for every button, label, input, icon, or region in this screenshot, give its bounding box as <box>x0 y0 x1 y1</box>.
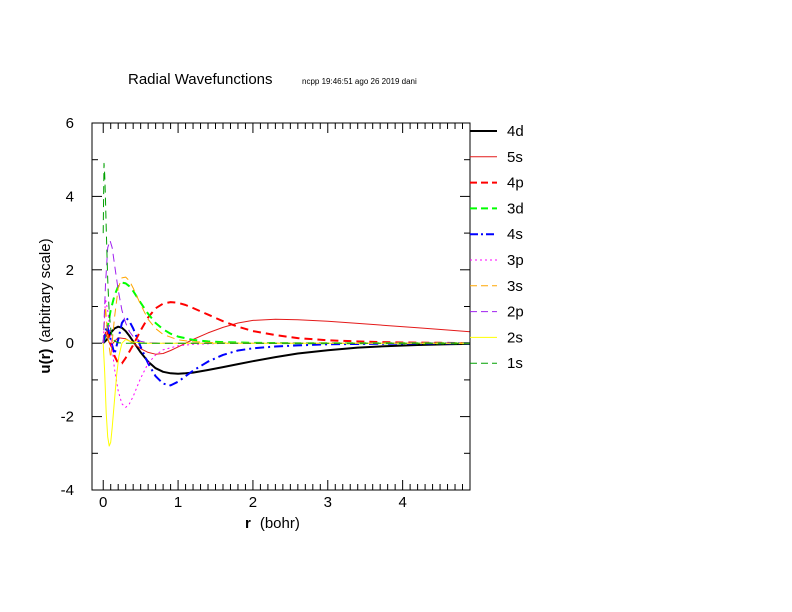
x-axis-label: r (bohr) <box>245 515 300 532</box>
legend-label-2p: 2p <box>507 304 524 321</box>
x-tick-label: 1 <box>174 494 182 511</box>
series-line-4d <box>102 325 471 375</box>
legend-label-3p: 3p <box>507 252 524 269</box>
series-line-3d <box>102 281 470 345</box>
x-tick-label: 3 <box>324 494 332 511</box>
series-line-3p <box>102 298 470 408</box>
series-line-4s <box>102 316 471 387</box>
y-tick-labels: -4 -2 0 2 4 6 <box>61 115 74 499</box>
y-tick-label: 6 <box>66 115 74 132</box>
series-line-2s <box>102 339 470 447</box>
axis-ticks <box>92 122 471 491</box>
legend-label-2s: 2s <box>507 329 523 346</box>
legend-label-4d: 4d <box>507 123 524 140</box>
legend-label-1s: 1s <box>507 355 523 372</box>
y-tick-label: -2 <box>61 409 74 426</box>
plot-frame <box>91 122 471 491</box>
y-axis-symbol: u(r) <box>37 349 54 374</box>
chart-subtitle: ncpp 19:46:51 ago 26 2019 dani <box>302 77 417 86</box>
y-axis-unit: (arbitrary scale) <box>37 238 54 342</box>
legend-label-4p: 4p <box>507 175 524 192</box>
x-axis-symbol: r <box>245 515 251 532</box>
legend: 4d 5s 4p 3d 4s 3p 3s 2p 2s 1s <box>470 123 524 372</box>
series-lines <box>102 162 471 447</box>
x-tick-label: 2 <box>249 494 257 511</box>
y-axis-label: u(r) (arbitrary scale) <box>37 238 54 373</box>
x-tick-label: 0 <box>99 494 107 511</box>
x-tick-labels: 0 1 2 3 4 <box>99 494 407 511</box>
series-line-3s <box>102 276 470 359</box>
series-line-1s <box>102 162 470 344</box>
y-tick-label: 0 <box>66 335 74 352</box>
y-tick-label: 4 <box>66 188 74 205</box>
legend-label-4s: 4s <box>507 226 523 243</box>
x-tick-label: 4 <box>398 494 406 511</box>
legend-label-3d: 3d <box>507 200 524 217</box>
x-axis-unit: (bohr) <box>260 515 300 532</box>
series-line-4p <box>102 301 471 365</box>
legend-label-5s: 5s <box>507 149 523 166</box>
chart-title: Radial Wavefunctions <box>128 71 273 88</box>
y-tick-label: -4 <box>61 482 74 499</box>
series-line-5s <box>102 318 471 355</box>
y-tick-label: 2 <box>66 262 74 279</box>
legend-label-3s: 3s <box>507 278 523 295</box>
